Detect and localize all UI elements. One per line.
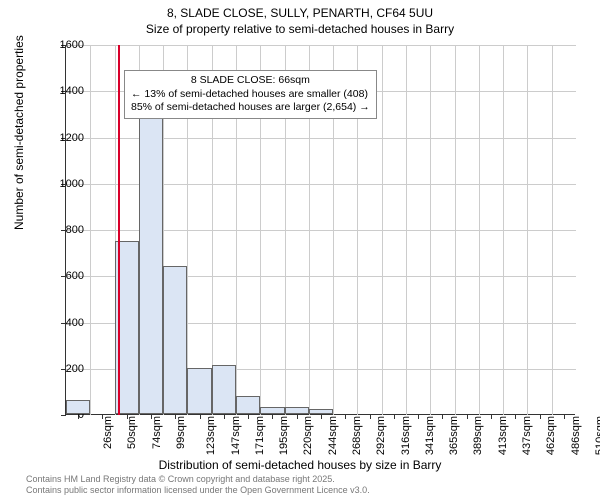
- x-tick-mark: [467, 414, 468, 419]
- x-tick-mark: [370, 414, 371, 419]
- x-tick-mark: [248, 414, 249, 419]
- gridline-horizontal: [66, 45, 576, 46]
- x-tick-mark: [297, 414, 298, 419]
- x-tick-mark: [515, 414, 516, 419]
- x-tick-mark: [127, 414, 128, 419]
- annotation-box: 8 SLADE CLOSE: 66sqm← 13% of semi-detach…: [124, 70, 377, 119]
- x-tick-label: 123sqm: [205, 416, 217, 455]
- x-tick-mark: [200, 414, 201, 419]
- histogram-bar: [212, 365, 236, 414]
- gridline-vertical: [406, 45, 407, 415]
- marker-line: [118, 45, 120, 415]
- chart-title-sub: Size of property relative to semi-detach…: [0, 22, 600, 36]
- x-tick-label: 462sqm: [545, 416, 557, 455]
- x-tick-label: 389sqm: [473, 416, 485, 455]
- x-tick-mark: [272, 414, 273, 419]
- x-tick-mark: [540, 414, 541, 419]
- histogram-bar: [236, 396, 260, 415]
- x-tick-mark: [175, 414, 176, 419]
- x-tick-label: 147sqm: [230, 416, 242, 455]
- footer-line-2: Contains public sector information licen…: [26, 485, 370, 496]
- x-tick-label: 195sqm: [278, 416, 290, 455]
- x-tick-label: 244sqm: [327, 416, 339, 455]
- x-tick-label: 413sqm: [497, 416, 509, 455]
- x-tick-label: 74sqm: [151, 416, 163, 449]
- gridline-vertical: [382, 45, 383, 415]
- y-tick-label: 1200: [44, 132, 84, 144]
- y-tick-label: 400: [44, 317, 84, 329]
- gridline-vertical: [455, 45, 456, 415]
- x-tick-label: 171sqm: [254, 416, 266, 455]
- x-tick-mark: [345, 414, 346, 419]
- x-tick-mark: [102, 414, 103, 419]
- x-tick-label: 365sqm: [448, 416, 460, 455]
- gridline-vertical: [430, 45, 431, 415]
- histogram-bar: [187, 368, 211, 414]
- x-tick-label: 316sqm: [400, 416, 412, 455]
- histogram-bar: [309, 409, 333, 414]
- gridline-vertical: [552, 45, 553, 415]
- x-axis-label: Distribution of semi-detached houses by …: [0, 458, 600, 472]
- y-tick-label: 1400: [44, 85, 84, 97]
- histogram-bar: [139, 116, 163, 414]
- x-tick-label: 50sqm: [126, 416, 138, 449]
- plot-area: 26sqm50sqm74sqm99sqm123sqm147sqm171sqm19…: [65, 45, 575, 415]
- x-tick-mark: [418, 414, 419, 419]
- histogram-bar: [163, 266, 187, 414]
- x-tick-mark: [224, 414, 225, 419]
- annotation-line: ← 13% of semi-detached houses are smalle…: [131, 88, 370, 102]
- x-tick-label: 26sqm: [102, 416, 114, 449]
- footer-attribution: Contains HM Land Registry data © Crown c…: [26, 474, 370, 497]
- x-tick-mark: [564, 414, 565, 419]
- x-tick-label: 341sqm: [424, 416, 436, 455]
- x-tick-label: 99sqm: [175, 416, 187, 449]
- histogram-bar: [285, 407, 309, 414]
- x-tick-mark: [491, 414, 492, 419]
- y-axis-label: Number of semi-detached properties: [12, 35, 26, 230]
- gridline-vertical: [479, 45, 480, 415]
- x-tick-label: 268sqm: [351, 416, 363, 455]
- annotation-line: 8 SLADE CLOSE: 66sqm: [131, 74, 370, 88]
- gridline-vertical: [90, 45, 91, 415]
- footer-line-1: Contains HM Land Registry data © Crown c…: [26, 474, 370, 485]
- chart-title-main: 8, SLADE CLOSE, SULLY, PENARTH, CF64 5UU: [0, 6, 600, 20]
- x-tick-mark: [442, 414, 443, 419]
- chart-area: 26sqm50sqm74sqm99sqm123sqm147sqm171sqm19…: [65, 45, 575, 415]
- x-tick-label: 486sqm: [570, 416, 582, 455]
- x-tick-label: 437sqm: [521, 416, 533, 455]
- x-tick-label: 510sqm: [594, 416, 600, 455]
- annotation-line: 85% of semi-detached houses are larger (…: [131, 101, 370, 115]
- x-tick-mark: [321, 414, 322, 419]
- y-tick-label: 600: [44, 270, 84, 282]
- x-tick-mark: [151, 414, 152, 419]
- y-tick-label: 200: [44, 363, 84, 375]
- x-tick-label: 220sqm: [303, 416, 315, 455]
- y-tick-label: 1600: [44, 39, 84, 51]
- x-tick-mark: [394, 414, 395, 419]
- y-tick-label: 800: [44, 224, 84, 236]
- y-tick-label: 1000: [44, 178, 84, 190]
- gridline-vertical: [527, 45, 528, 415]
- gridline-vertical: [503, 45, 504, 415]
- histogram-bar: [66, 400, 90, 414]
- x-tick-label: 292sqm: [375, 416, 387, 455]
- histogram-bar: [260, 407, 284, 414]
